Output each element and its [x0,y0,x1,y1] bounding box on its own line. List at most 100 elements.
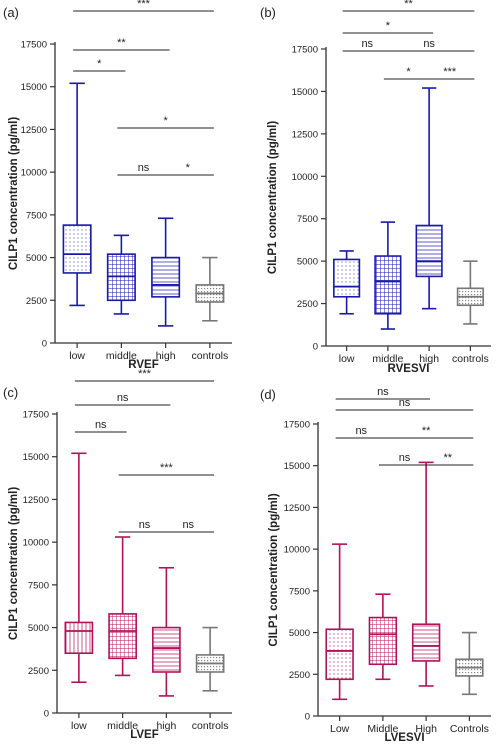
y-axis-title: CILP1 concentration (pg/ml) [8,487,20,641]
box-1 [64,452,94,684]
x-axis-title: LVEF [130,729,159,741]
x-tick-label: high [156,350,176,362]
box-iqr [368,616,398,666]
y-tick-label: 7500 [297,214,318,225]
significance-label: ns [399,397,411,409]
significance-label: ns [355,425,367,437]
x-tick-label: High [415,723,437,735]
x-axis-title: RVEF [128,359,158,371]
y-tick-label: 2500 [26,296,47,307]
box-iqr [62,224,92,274]
y-tick-label: 0 [42,339,47,350]
chart-panel-1: (a) 0 2500 5000 7500 10000 12500 15000 17500 CILP… [3,0,232,371]
y-tick-label: 10000 [21,168,47,179]
box-2 [106,234,136,315]
y-tick-label: 12500 [21,125,47,136]
x-tick-label: middle [372,353,403,365]
box-iqr [64,621,94,655]
significance-label: ns [399,452,411,464]
significance-label: *** [443,66,457,78]
box-3 [152,566,181,697]
box-iqr [333,258,361,298]
x-tick-label: low [71,720,87,732]
y-tick-label: 17500 [21,40,47,51]
x-tick-label: Low [330,723,350,735]
significance-label: ns [182,519,194,531]
box-3 [411,461,441,687]
significance-label: * [386,20,391,32]
box-4 [455,631,484,696]
significance-label: ns [377,386,389,398]
y-tick-label: 5000 [28,623,49,634]
x-tick-label: controls [191,350,228,362]
x-axis-title: RVESVI [388,363,430,375]
significance-label: ns [117,392,129,404]
significance-label: *** [137,0,151,10]
y-axis-title: CILP1 concentration (pg/ml) [268,493,280,647]
panel-label: (d) [260,387,276,402]
y-tick-label: 7500 [289,586,310,597]
y-tick-label: 0 [44,709,49,720]
box-2 [374,221,402,330]
box-1 [62,82,92,307]
significance-label: *** [138,368,152,380]
x-tick-label: Controls [450,723,489,735]
x-tick-label: Middle [367,723,398,735]
significance-label: ns [423,38,435,50]
significance-label: ns [361,38,373,50]
y-tick-label: 12500 [23,495,49,506]
box-3 [151,217,181,327]
significance-label: ** [117,37,126,49]
significance-label: ** [404,0,413,10]
y-tick-label: 10000 [284,545,310,556]
y-tick-label: 10000 [23,538,49,549]
significance-label: ns [95,419,107,431]
box-iqr [152,626,181,673]
box-iqr [411,623,441,662]
y-axis-title: CILP1 concentration (pg/ml) [267,121,279,275]
y-tick-label: 15000 [23,452,49,463]
x-tick-label: controls [192,720,229,732]
box-iqr [325,628,354,681]
significance-label: *** [160,462,174,474]
box-4 [195,626,225,692]
y-tick-label: 17500 [23,410,49,421]
y-tick-label: 5000 [289,628,310,639]
box-1 [325,543,354,701]
box-4 [456,260,484,325]
box-iqr [374,255,402,315]
box-1 [333,250,361,315]
x-tick-label: high [419,353,439,365]
significance-label: * [163,115,168,127]
y-tick-label: 15000 [284,461,310,472]
y-tick-label: 12500 [284,503,310,514]
panel-label: (c) [3,385,18,400]
significance-label: * [97,58,102,70]
panel-label: (a) [3,5,19,20]
y-tick-label: 7500 [26,210,47,221]
x-tick-label: middle [106,350,137,362]
x-tick-label: low [69,350,85,362]
y-tick-label: 0 [305,712,310,723]
box-iqr [415,224,443,278]
x-tick-label: controls [452,353,489,365]
x-tick-label: high [156,720,176,732]
y-tick-label: 2500 [289,670,310,681]
x-axis-title: LVESVI [384,732,424,743]
y-tick-label: 2500 [28,666,49,677]
y-tick-label: 7500 [28,580,49,591]
x-tick-label: middle [107,720,138,732]
chart-panel-2: (b) 0 2500 5000 7500 10000 12500 15000 17500 CILP… [260,0,491,375]
y-tick-label: 0 [313,342,318,353]
significance-label: * [406,66,411,78]
significance-label: ns [139,519,151,531]
y-tick-label: 15000 [21,82,47,93]
significance-label: * [186,162,191,174]
y-tick-label: 17500 [284,420,310,431]
box-iqr [151,256,181,298]
x-tick-label: low [339,353,355,365]
significance-label: ns [138,162,150,174]
chart-panel-3: (c) 0 2500 5000 7500 10000 12500 15000 17500 CILP… [3,368,232,741]
significance-label: ** [422,425,431,437]
